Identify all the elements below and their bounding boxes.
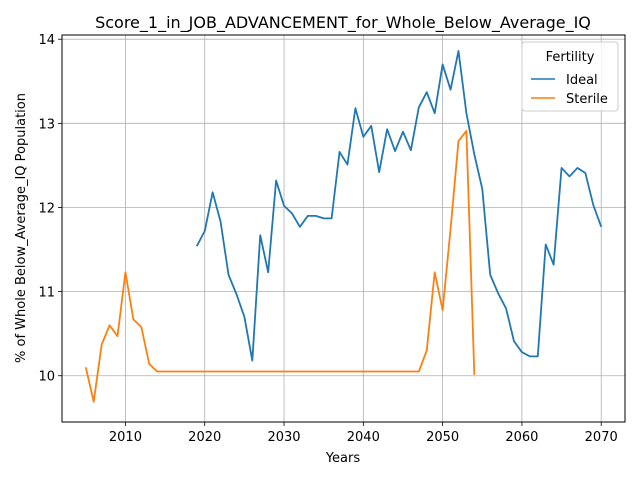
series-line-sterile <box>84 130 476 403</box>
y-axis-label: % of Whole Below_Average_IQ Population <box>14 93 29 363</box>
x-tick-label: 2070 <box>585 430 618 445</box>
x-tick-label: 2010 <box>109 430 142 445</box>
y-tick-label: 13 <box>38 117 55 132</box>
plot-frame <box>61 34 626 423</box>
legend: Fertility Ideal Sterile <box>521 41 619 112</box>
legend-box <box>521 41 619 112</box>
x-tick-label: 2040 <box>347 430 380 445</box>
legend-label-sterile: Sterile <box>566 92 608 107</box>
legend-label-ideal: Ideal <box>566 73 598 88</box>
x-tick-label: 2060 <box>505 430 538 445</box>
legend-title: Fertility <box>546 50 595 65</box>
chart-title: Score_1_in_JOB_ADVANCEMENT_for_Whole_Bel… <box>95 13 591 33</box>
x-axis-label: Years <box>325 451 361 466</box>
x-tick-label: 2020 <box>188 430 221 445</box>
series-line-ideal <box>196 50 603 362</box>
ticks: 2010 2020 2030 2040 2050 2060 2070 10 11 12 13 14 <box>38 33 617 445</box>
y-tick-label: 14 <box>38 33 55 48</box>
y-tick-label: 12 <box>38 201 55 216</box>
y-tick-label: 10 <box>38 370 55 385</box>
y-tick-label: 11 <box>38 286 55 301</box>
x-tick-label: 2030 <box>267 430 300 445</box>
series-layer <box>84 50 603 403</box>
x-tick-label: 2050 <box>426 430 459 445</box>
